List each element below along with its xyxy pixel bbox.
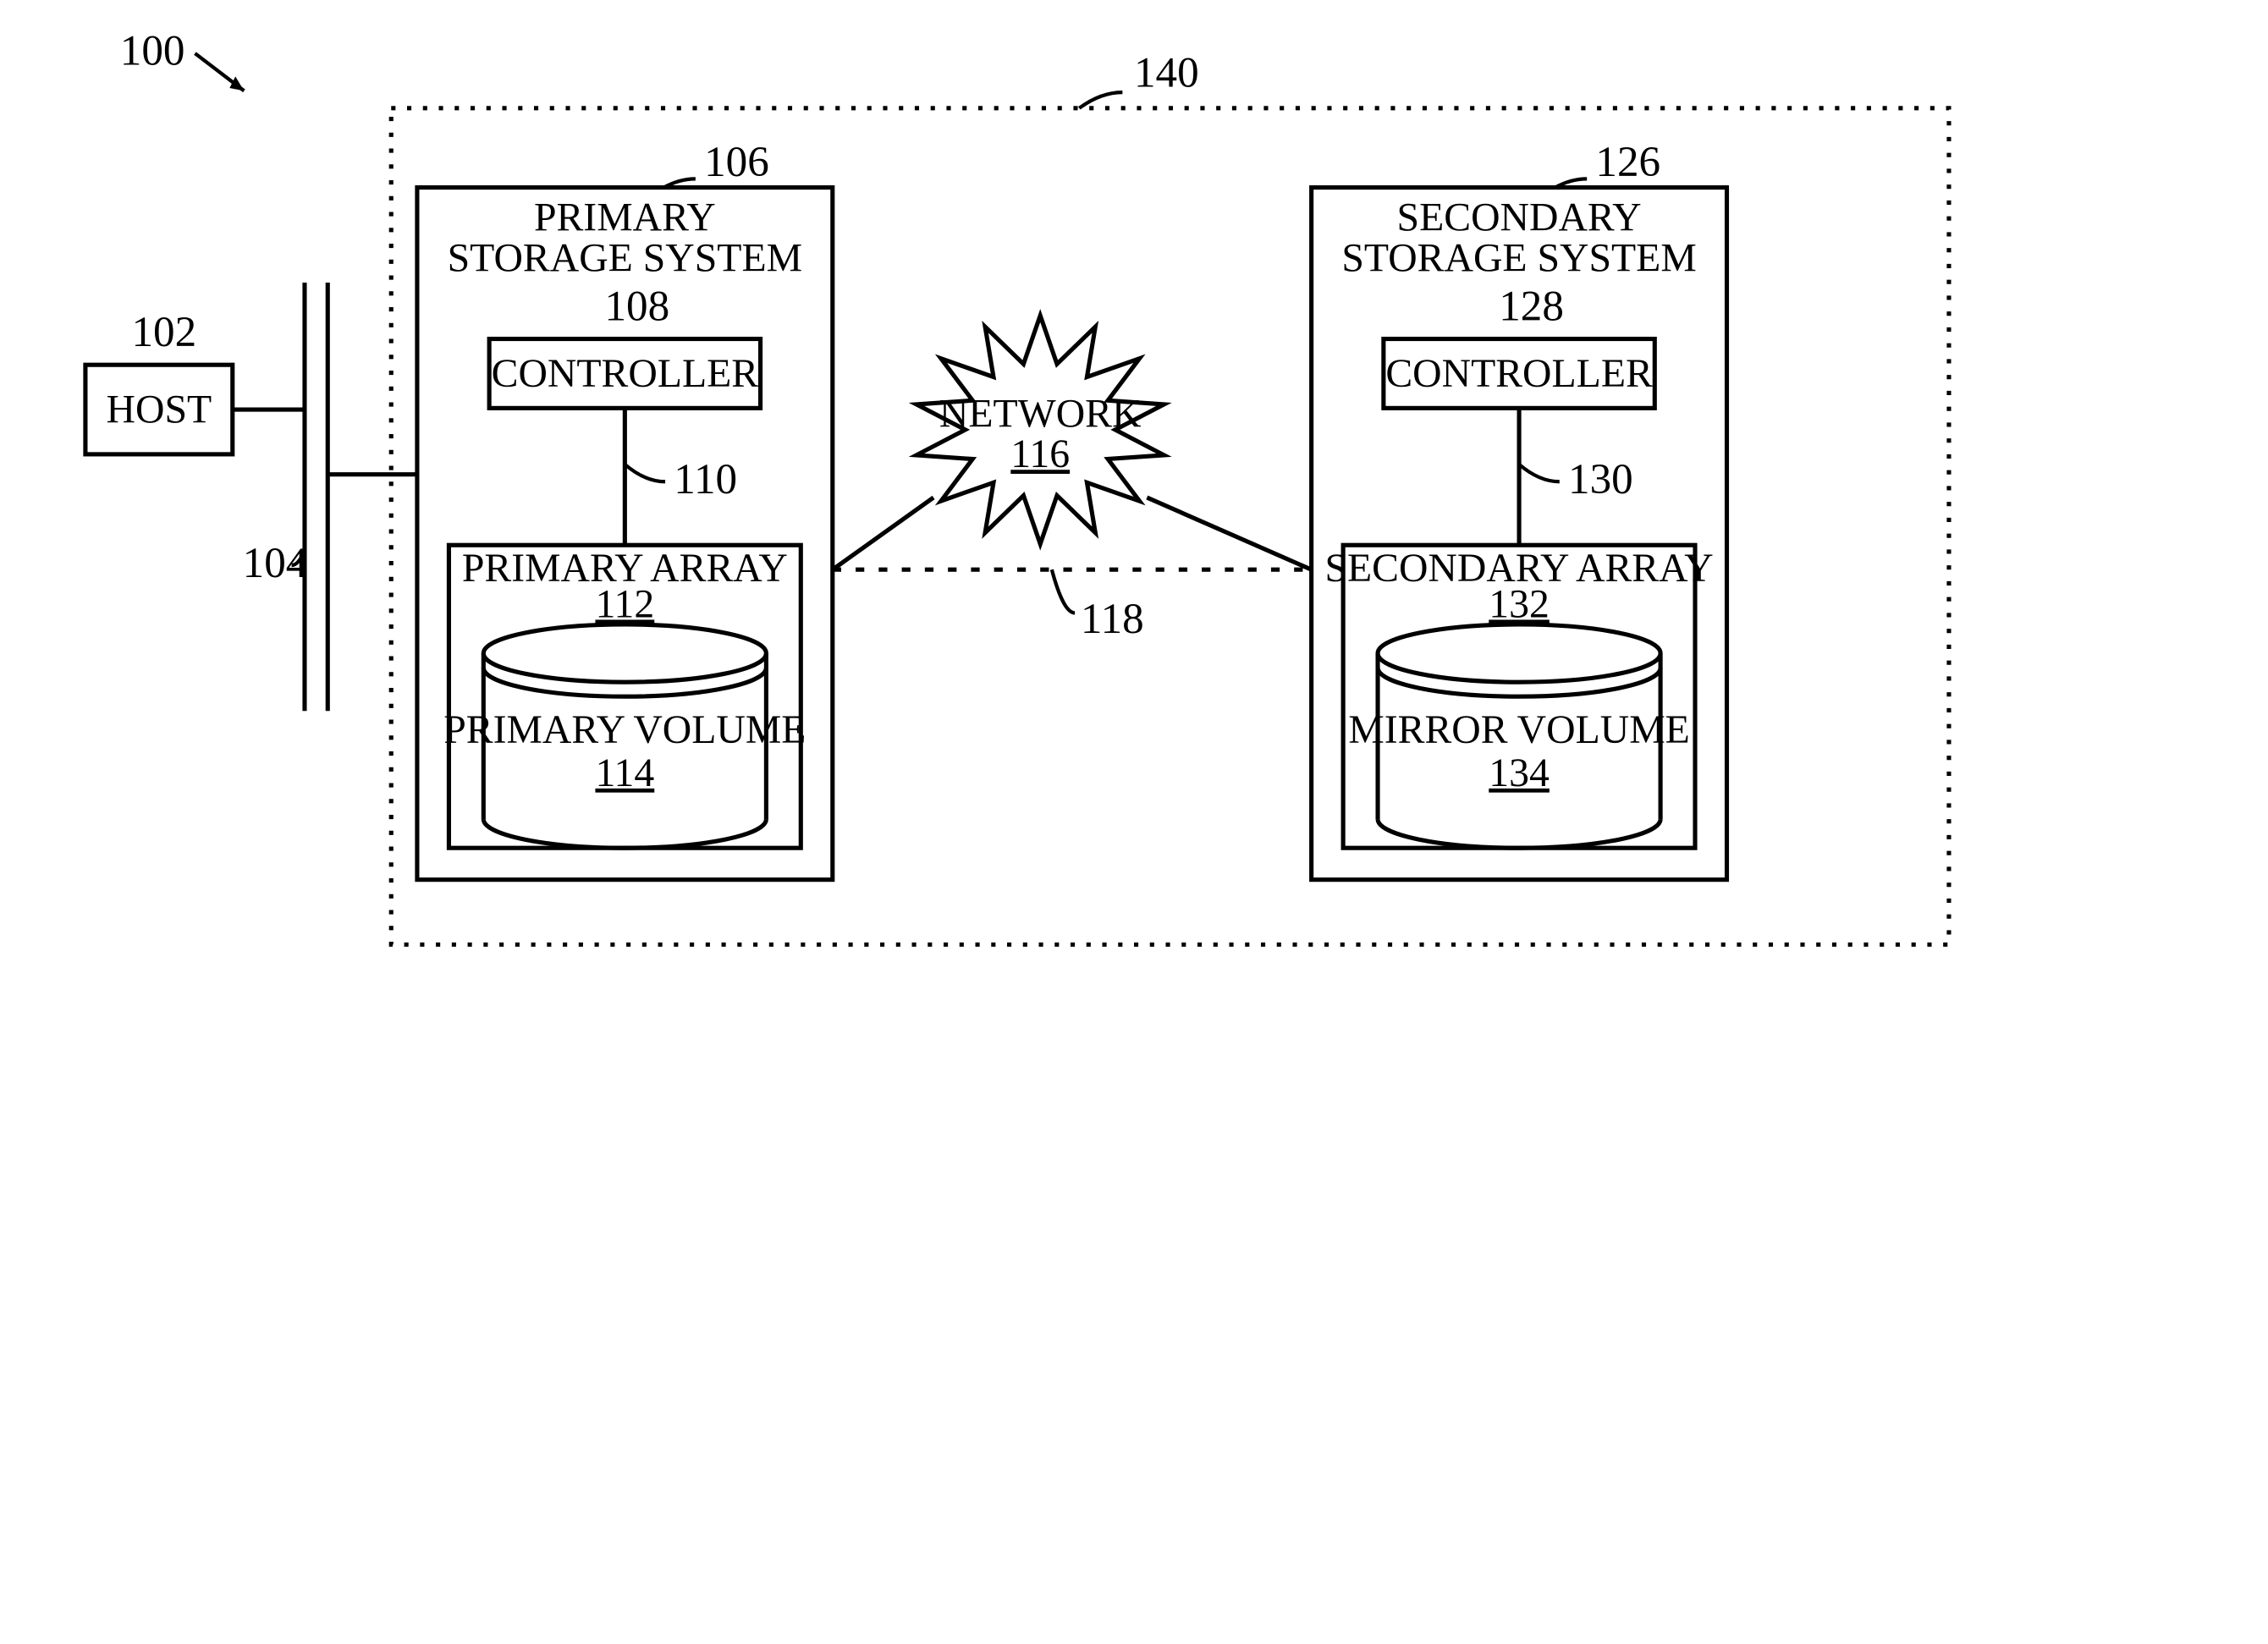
svg-text:128: 128 [1499,282,1564,330]
patent-figure-100: 100140HOST102104PRIMARYSTORAGE SYSTEM106… [0,0,2268,1644]
svg-text:110: 110 [674,455,737,503]
svg-text:CONTROLLER: CONTROLLER [1385,351,1653,396]
cyl-label: PRIMARY VOLUME [443,707,806,752]
svg-text:106: 106 [704,138,769,186]
svg-text:102: 102 [131,308,196,356]
svg-text:116: 116 [1010,432,1070,476]
cyl-ref: 114 [595,751,654,795]
cyl-ref: 134 [1489,751,1550,795]
svg-text:118: 118 [1081,595,1144,643]
svg-text:140: 140 [1134,48,1199,96]
svg-text:PRIMARY: PRIMARY [534,195,716,240]
svg-text:130: 130 [1568,455,1633,503]
svg-text:100: 100 [120,27,185,75]
cyl-label: MIRROR VOLUME [1348,707,1689,752]
svg-text:CONTROLLER: CONTROLLER [492,351,759,396]
svg-text:112: 112 [595,581,654,626]
svg-text:108: 108 [604,282,669,330]
svg-text:NETWORK: NETWORK [939,391,1142,436]
svg-text:HOST: HOST [107,387,212,432]
svg-text:STORAGE SYSTEM: STORAGE SYSTEM [448,235,802,280]
svg-text:STORAGE SYSTEM: STORAGE SYSTEM [1341,235,1696,280]
svg-text:126: 126 [1595,138,1660,186]
svg-text:132: 132 [1489,581,1550,626]
svg-text:SECONDARY: SECONDARY [1397,195,1642,240]
